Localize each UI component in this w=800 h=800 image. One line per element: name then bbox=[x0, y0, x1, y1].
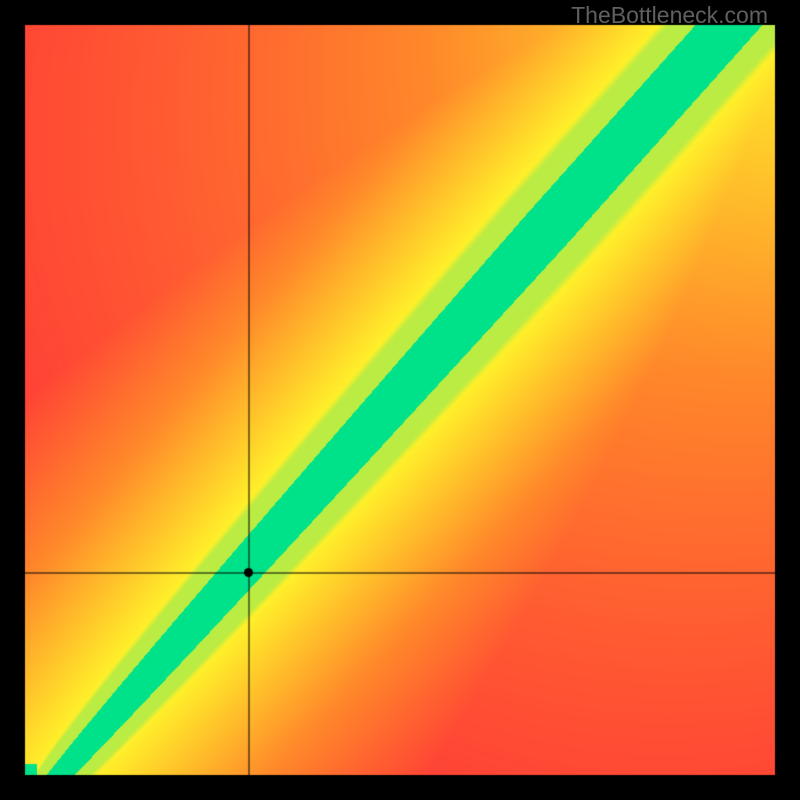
chart-container: TheBottleneck.com bbox=[0, 0, 800, 800]
bottleneck-heatmap bbox=[0, 0, 800, 800]
watermark-text: TheBottleneck.com bbox=[571, 2, 768, 29]
